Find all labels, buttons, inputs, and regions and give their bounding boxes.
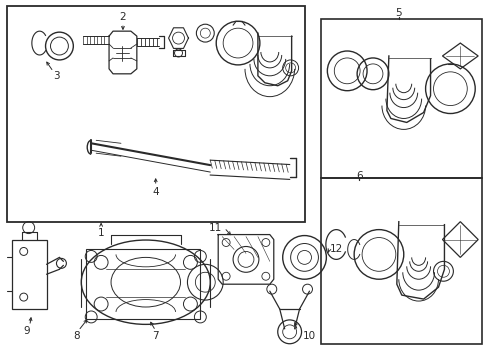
Text: 2: 2 <box>120 12 126 22</box>
Text: 5: 5 <box>395 8 402 18</box>
Text: 11: 11 <box>209 222 222 233</box>
Text: 1: 1 <box>98 228 104 238</box>
Bar <box>7 6 305 222</box>
Bar <box>321 19 482 178</box>
Bar <box>86 249 200 319</box>
Bar <box>12 239 47 309</box>
Text: 8: 8 <box>73 331 79 341</box>
Text: 9: 9 <box>24 326 30 336</box>
Text: 7: 7 <box>152 331 159 341</box>
Text: 4: 4 <box>152 187 159 197</box>
Text: 3: 3 <box>53 71 60 81</box>
Text: 12: 12 <box>330 244 343 255</box>
Bar <box>321 178 482 344</box>
Text: 10: 10 <box>303 331 316 341</box>
Text: 6: 6 <box>356 171 363 181</box>
